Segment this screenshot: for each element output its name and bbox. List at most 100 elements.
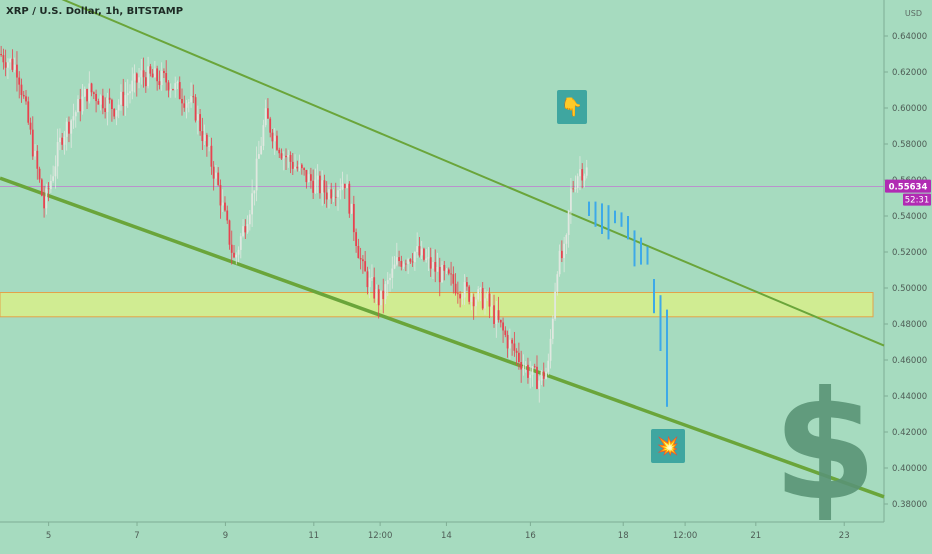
candle-body [531, 366, 534, 375]
lower-trend-line[interactable] [0, 176, 885, 499]
candle-body [11, 58, 14, 70]
candle-body [520, 362, 523, 370]
candle-body [323, 180, 326, 193]
pointer-emoji-box[interactable] [557, 90, 587, 124]
candle-body [576, 176, 579, 189]
candle-body [251, 193, 254, 215]
candle-body [269, 118, 272, 133]
candle-body [79, 99, 82, 112]
candle-body [289, 155, 292, 162]
candle-body [126, 93, 129, 96]
candle-body [373, 277, 376, 299]
candle-body [95, 93, 97, 102]
candle-body [316, 175, 319, 180]
candle-body [465, 282, 468, 287]
candle-body [20, 84, 23, 95]
candle-body [16, 64, 18, 78]
y-tick-label: 0.52000 [892, 248, 927, 258]
candle-body [190, 96, 192, 103]
y-tick-label: 0.58000 [892, 140, 927, 150]
candle-body [181, 98, 183, 104]
candle-body [194, 97, 197, 121]
candle-body [547, 360, 550, 372]
candle-body [413, 252, 416, 263]
candle-body [542, 371, 545, 379]
candle-body [260, 145, 263, 155]
candle-body [488, 293, 491, 307]
candle-body [309, 174, 312, 181]
candle-body [117, 104, 120, 111]
candle-body [29, 122, 32, 130]
candle-body [149, 66, 152, 74]
x-tick-label: 23 [839, 531, 850, 541]
candle-body [92, 92, 95, 94]
upper-trend-line[interactable] [0, 0, 885, 347]
y-tick-label: 0.50000 [892, 284, 927, 294]
candle-body [140, 70, 143, 78]
candle-body [169, 89, 172, 91]
candle-body [472, 296, 475, 307]
candle-body [83, 88, 86, 97]
candle-body [314, 179, 317, 193]
candle-body [212, 166, 215, 179]
y-tick-label: 0.62000 [892, 68, 927, 78]
candle-body [70, 120, 73, 134]
candle-body [570, 188, 572, 211]
candle-body [420, 248, 423, 256]
candle-body [434, 262, 437, 272]
candle-body [199, 114, 201, 132]
candle-body [411, 261, 414, 263]
candle-body [486, 293, 489, 299]
candle-body [18, 77, 21, 85]
candle-body [208, 145, 211, 147]
candle-body [307, 174, 310, 183]
explosion-emoji-box[interactable] [651, 429, 685, 463]
candle-body [165, 73, 168, 83]
candle-body [330, 189, 333, 199]
candle-body [524, 364, 527, 367]
y-tick-label: 0.42000 [892, 428, 927, 438]
candle-body [101, 95, 104, 109]
candle-body [517, 352, 520, 363]
candle-body [61, 137, 64, 145]
candle-body [111, 99, 113, 110]
candle-body [305, 169, 308, 183]
candle-body [185, 103, 188, 108]
candle-body [475, 299, 477, 307]
candle-body [56, 142, 59, 167]
candle-body [470, 296, 473, 302]
candle-body [481, 288, 484, 309]
candle-body [215, 172, 217, 179]
countdown-badge [903, 193, 931, 206]
candle-body [45, 188, 48, 209]
support-zone[interactable] [0, 292, 874, 318]
candle-body [346, 183, 348, 189]
pointing-down-icon: 👇 [561, 97, 583, 118]
candle-body [567, 210, 570, 235]
candle-body [135, 73, 138, 83]
candle-body [359, 258, 362, 260]
candle-body [583, 175, 586, 181]
candle-body [554, 291, 556, 319]
candle-body [153, 68, 156, 78]
x-tick-label: 18 [618, 531, 629, 541]
candle-body [147, 66, 149, 87]
candle-body [81, 96, 84, 112]
candle-body [192, 96, 195, 98]
y-tick-label: 0.38000 [892, 500, 927, 510]
candle-body [361, 259, 364, 262]
candle-body [63, 136, 66, 145]
x-tick-label: 12:00 [673, 531, 698, 541]
candle-body [151, 73, 154, 78]
candle-body [36, 150, 39, 169]
candle-body [13, 64, 16, 70]
candle-body [409, 259, 412, 262]
candle-body [343, 183, 346, 189]
candle-body [47, 188, 50, 190]
candle-body [497, 310, 500, 320]
candle-body [572, 188, 575, 190]
candle-body [522, 366, 525, 370]
candle-body [450, 273, 452, 275]
candle-body [319, 175, 321, 194]
